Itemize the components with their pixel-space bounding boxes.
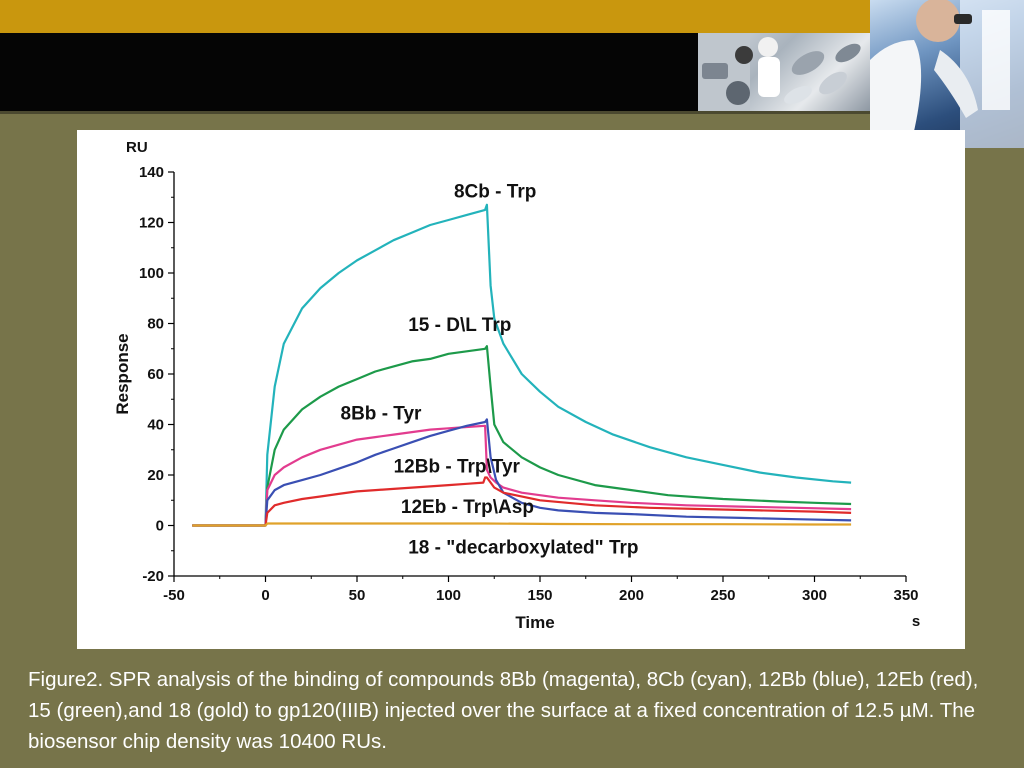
spr-chart: -50 0 50 100 150 200 250 300 350 -20 0 20 40 60 80 100 1… xyxy=(113,139,920,632)
y-tick-label: 20 xyxy=(147,467,164,484)
y-tick-label: 120 xyxy=(139,215,164,232)
x-tick-label: 200 xyxy=(619,587,644,604)
chart-panel: -50 0 50 100 150 200 250 300 350 -20 0 20 40 60 80 100 1… xyxy=(77,130,965,649)
x-tick-label: 50 xyxy=(349,587,366,604)
series-line-2 xyxy=(192,424,852,527)
series-annotation-3: 12Bb - Trp\Tyr xyxy=(394,456,521,477)
x-tick-label: 150 xyxy=(527,587,552,604)
x-tick-label: 250 xyxy=(710,587,735,604)
y-tick-label: 100 xyxy=(139,265,164,282)
series-line-5 xyxy=(192,522,852,527)
header-divider xyxy=(0,111,870,114)
annotation-layer: 8Cb - Trp 15 - D\L Trp 8Bb - Tyr 12Bb - Trp… xyxy=(341,181,639,558)
x-tick-label: 300 xyxy=(802,587,827,604)
x-axis-title: Time xyxy=(515,613,554,632)
y-tick-label: 140 xyxy=(139,164,164,181)
series-line-3 xyxy=(192,418,852,527)
series-line-4 xyxy=(192,476,852,527)
series-annotation-2: 8Bb - Tyr xyxy=(341,403,423,424)
x-tick-label: -50 xyxy=(163,587,185,604)
series-annotation-4: 12Eb - Trp\Asp xyxy=(401,497,534,518)
header-gold-bar xyxy=(0,0,870,33)
x-tick-label: 100 xyxy=(436,587,461,604)
y-tick-label: 60 xyxy=(147,366,164,383)
y-tick-label: 80 xyxy=(147,316,164,333)
y-tick-label: -20 xyxy=(142,568,164,585)
scientist-photo xyxy=(870,0,1024,148)
series-annotation-0: 8Cb - Trp xyxy=(454,181,536,202)
series-annotation-5: 18 - "decarboxylated" Trp xyxy=(408,537,638,558)
lab-photo-collage xyxy=(698,33,870,111)
series-layer xyxy=(192,203,852,527)
series-line-0 xyxy=(192,203,852,527)
series-line-1 xyxy=(192,345,852,527)
figure-caption: Figure2. SPR analysis of the binding of … xyxy=(28,668,979,753)
y-tick-label: 0 xyxy=(156,518,164,535)
x-unit-label: s xyxy=(912,613,920,630)
y-axis-title: Response xyxy=(113,333,132,414)
axes: -50 0 50 100 150 200 250 300 350 -20 0 20 40 60 80 100 1… xyxy=(113,139,920,632)
x-tick-label: 0 xyxy=(261,587,269,604)
x-tick-label: 350 xyxy=(893,587,918,604)
y-tick-label: 40 xyxy=(147,417,164,434)
y-unit-label: RU xyxy=(126,139,148,156)
series-annotation-1: 15 - D\L Trp xyxy=(408,315,511,336)
